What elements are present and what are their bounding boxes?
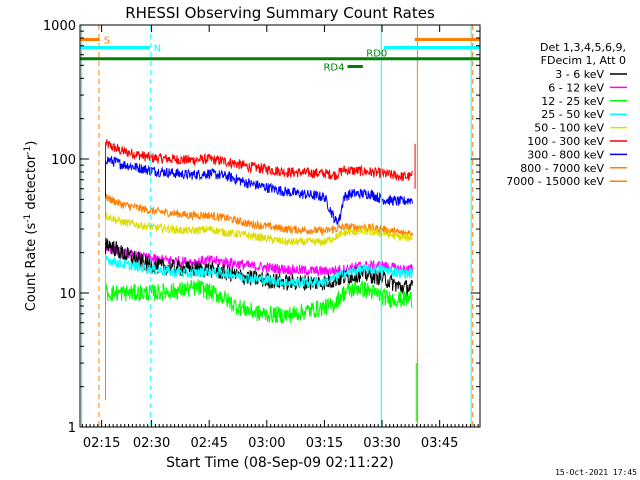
x-tick-label-3: 03:00 <box>248 436 285 451</box>
chart-title: RHESSI Observing Summary Count Rates <box>125 4 435 22</box>
y-tick-label-0: 1 <box>68 421 76 436</box>
legend-header-0: Det 1,3,4,5,6,9, <box>540 41 626 54</box>
series-3-line <box>105 212 413 400</box>
y-axis-label-main: Count Rate (s <box>24 223 39 312</box>
y-axis-label-sup1: -1 <box>23 214 33 223</box>
series-6-line <box>105 253 413 400</box>
y-axis-label-end: ) <box>24 141 39 146</box>
legend-header-1: FDecim 1, Att 0 <box>541 54 626 67</box>
y-tick-label-3: 1000 <box>43 19 76 34</box>
x-tick-label-2: 02:45 <box>190 436 227 451</box>
legend-label-7: 800 - 7000 keV <box>520 162 604 175</box>
legend-label-6: 300 - 800 keV <box>527 148 604 161</box>
flag-label-0: S <box>104 35 110 46</box>
legend-label-8: 7000 - 15000 keV <box>506 175 604 188</box>
markers-layer: S N RD0 RD4 <box>80 25 480 427</box>
x-tick-label-5: 03:30 <box>363 436 400 451</box>
flag-label-6: RD4 <box>323 63 344 74</box>
y-axis-label: Count Rate (s-1 detector-1) <box>23 141 39 312</box>
legend-label-0: 3 - 6 keV <box>555 68 604 81</box>
y-axis-label-sup2: -1 <box>23 146 33 155</box>
series-1-line <box>105 156 413 400</box>
legend-label-1: 6 - 12 keV <box>548 81 604 94</box>
legend-label-2: 12 - 25 keV <box>541 95 604 108</box>
legend-label-3: 25 - 50 keV <box>541 108 604 121</box>
x-tick-label-4: 03:15 <box>306 436 343 451</box>
series-7-line <box>105 279 413 400</box>
x-tick-label-6: 03:45 <box>421 436 458 451</box>
series-layer <box>105 139 417 422</box>
flag-label-5: RD0 <box>366 49 387 60</box>
y-tick-label-1: 10 <box>59 287 76 302</box>
series-5-line <box>105 237 413 400</box>
x-axis-label: Start Time (08-Sep-09 02:11:22) <box>166 455 394 471</box>
legend-label-5: 100 - 300 keV <box>527 135 604 148</box>
y-tick-label-2: 100 <box>51 153 76 168</box>
y-axis-label-mid: detector <box>24 154 39 214</box>
x-tick-label-0: 02:15 <box>83 436 120 451</box>
series-0-line <box>105 139 413 400</box>
flag-label-1: N <box>154 43 161 54</box>
x-tick-label-1: 02:30 <box>133 436 170 451</box>
plot-frame <box>79 24 481 428</box>
footer-date: 15-Oct-2021 17:45 <box>555 468 637 477</box>
legend: Det 1,3,4,5,6,9,FDecim 1, Att 03 - 6 keV… <box>506 41 627 188</box>
legend-label-4: 50 - 100 keV <box>534 122 604 135</box>
axis-layer: 02:15 02:30 02:45 03:00 03:15 03:30 03:45 1 10 10… <box>43 19 480 451</box>
